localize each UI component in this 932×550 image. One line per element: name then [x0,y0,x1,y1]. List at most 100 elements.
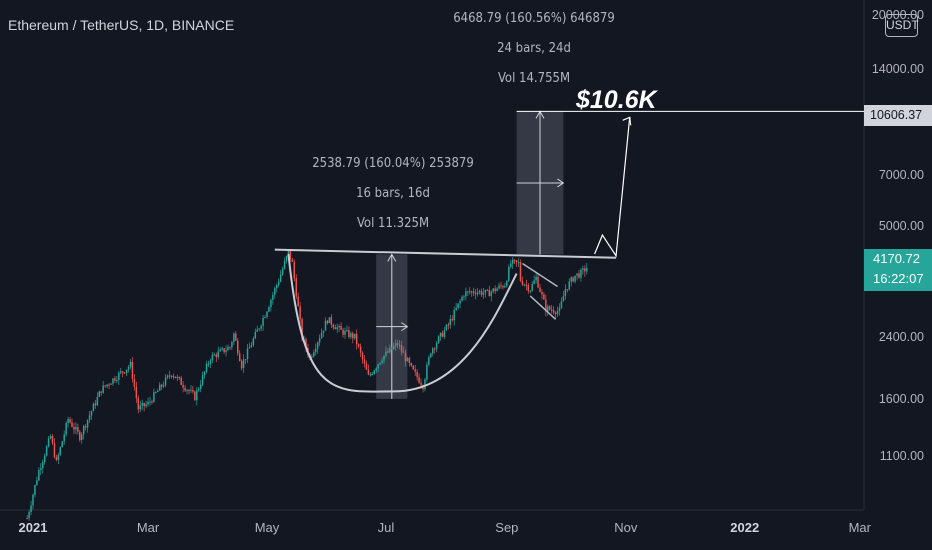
candle-body [428,357,430,365]
current-price-value: 4170.72 [873,251,920,266]
candle-body [73,426,75,430]
candle-body [354,333,356,339]
candle-body [447,324,450,326]
candle-body [94,403,97,406]
candle-body [157,390,159,393]
candle-body [233,333,235,343]
candle-body [194,391,196,401]
candle-body [274,288,276,295]
candle-body [320,332,323,339]
price-tick-label: 1100.00 [879,448,924,463]
candle-body [498,285,500,289]
candle-body [385,351,387,356]
candle-body [229,347,231,349]
candle-body [295,278,297,297]
time-tick-label: 2021 [18,520,48,535]
candle-body [67,419,69,424]
candle-body [334,327,336,330]
candle-body [469,291,471,293]
candle-body [121,371,124,373]
candle-body [400,345,403,352]
candle-body [129,361,132,367]
candle-body [348,330,350,338]
candle-body [63,434,65,442]
candle-body [151,401,153,403]
candle-body [262,317,264,326]
candle-body [318,338,321,343]
candle-body [104,385,106,387]
candle-body [393,346,395,350]
neckline-resistance [274,248,617,259]
candle-body [90,411,93,416]
candle-body [519,262,522,282]
candle-body [291,259,294,262]
candle-body [131,361,134,379]
candle-body [437,336,440,344]
candle-body [523,284,526,286]
candle-body [502,286,504,288]
candle-body [305,339,307,349]
candle-body [375,368,377,371]
candle-body [162,385,165,387]
candle-body [549,306,551,310]
candle-body [367,369,370,375]
candle-body [57,454,60,460]
candle-body [86,419,89,428]
candle-body [511,259,514,264]
candle-body [344,330,346,335]
candle-body [582,268,584,270]
candle-body [490,291,492,297]
candle-body [484,289,487,293]
candle-body [412,365,414,370]
flag-upper-line [522,262,558,288]
candle-body [560,301,563,308]
candle-body [182,384,184,388]
candle-body [287,250,290,256]
candle-body [240,361,243,369]
candle-body [114,378,116,381]
candle-body [330,317,333,325]
candle-body [81,434,83,441]
candle-body [235,333,237,341]
candle-body [564,289,567,297]
candle-body [227,347,229,351]
candle-body [418,377,420,383]
candle-body [264,316,266,318]
measure-1-arrow-head-up [387,253,397,262]
candle-body [435,343,438,349]
candle-body [155,392,157,394]
candle-body [215,354,218,358]
candle-body [61,441,63,448]
candle-body [258,328,260,330]
time-tick-label: Jul [377,520,395,535]
currency-button[interactable]: USDT [885,14,919,37]
candle-body [416,371,418,378]
candle-body [494,288,496,292]
candle-body [123,372,126,374]
candle-body [361,352,364,360]
candle-body [184,387,186,391]
candle-body [387,351,389,353]
candle-body [433,348,436,350]
candle-body [521,281,524,285]
candle-body [272,294,274,300]
candle-body [71,422,73,427]
candle-body [311,356,313,358]
candle-body [198,388,200,391]
candle-body [65,423,67,435]
candle-body [96,396,99,406]
candle-body [525,284,528,286]
candle-body [118,372,120,380]
candle-body [513,259,516,261]
current-price-tag: 4170.72 16:22:07 [864,249,932,291]
candle-body [28,512,30,519]
candle-body [143,402,145,407]
candle-body [112,378,114,384]
candle-body [69,419,71,423]
time-tick-label: Mar [848,520,871,535]
candle-body [359,346,362,353]
candle-body [26,518,28,520]
candle-body [342,329,344,335]
